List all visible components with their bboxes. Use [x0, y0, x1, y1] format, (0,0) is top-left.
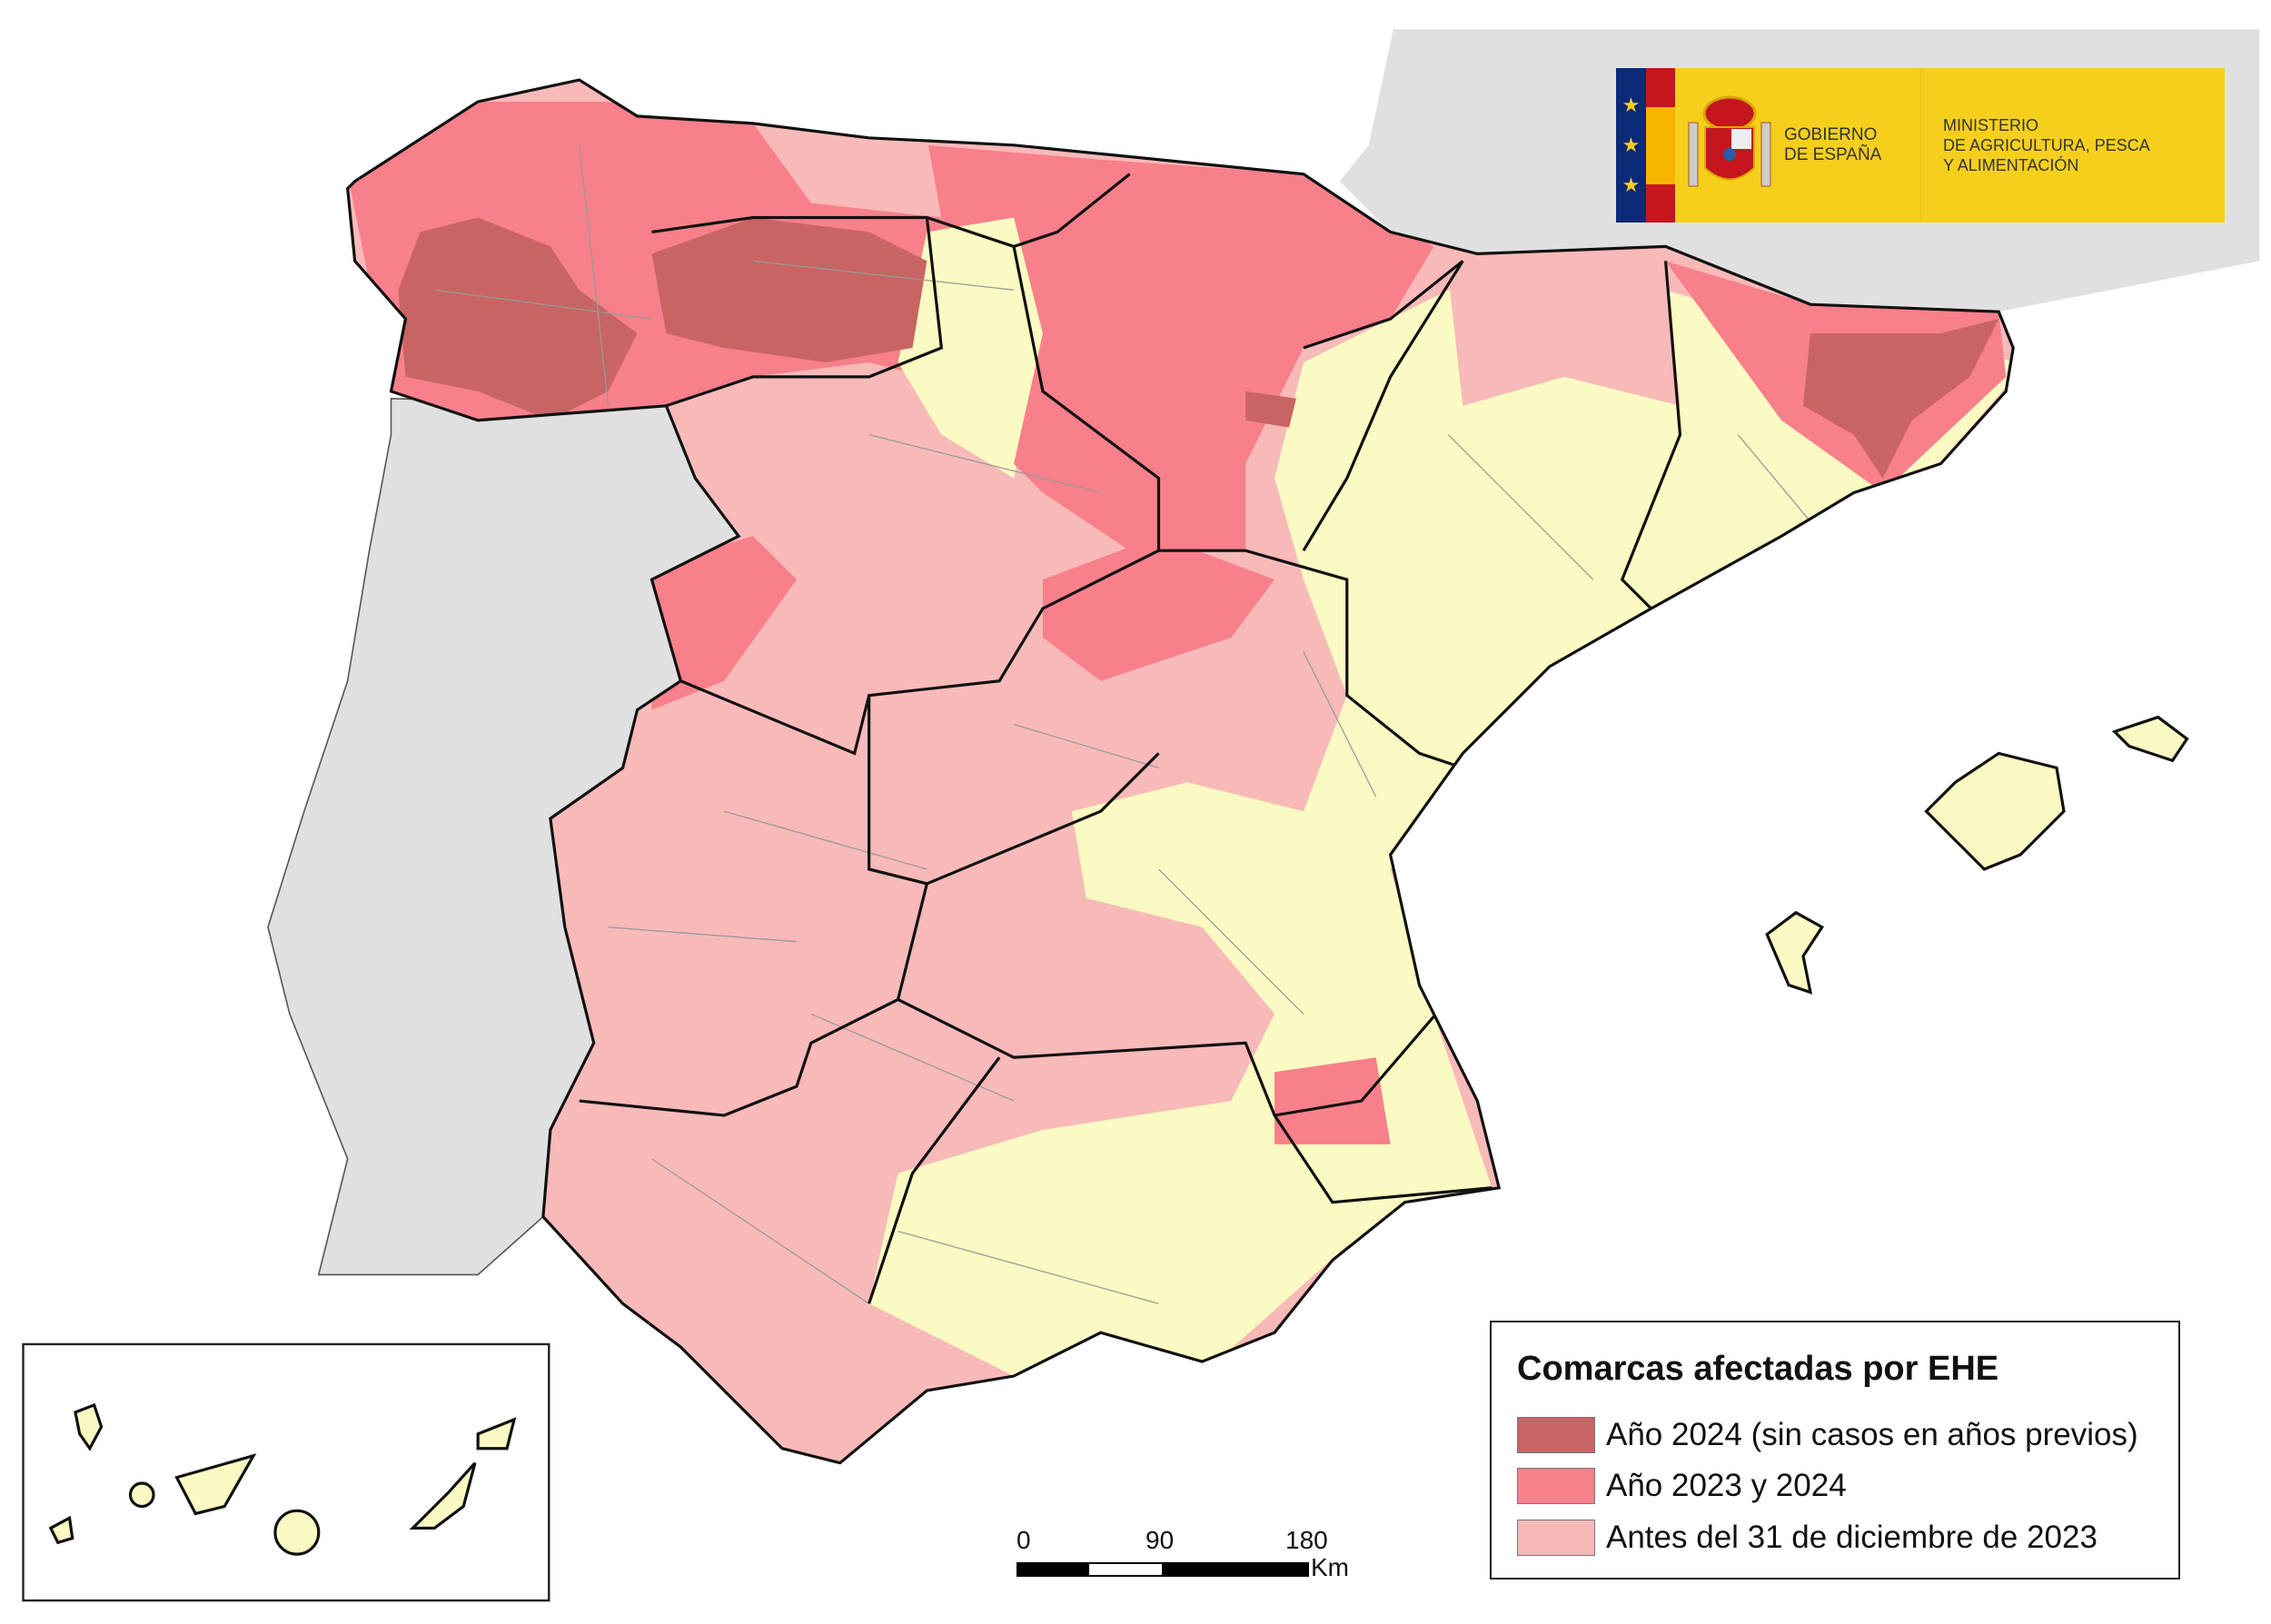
legend-swatch: [1517, 1417, 1595, 1453]
government-line: GOBIERNO: [1784, 125, 1878, 144]
government-name: GOBIERNO DE ESPAÑA: [1784, 68, 1921, 223]
region-2024-catalonia: [1803, 319, 1999, 479]
legend-swatch: [1517, 1520, 1595, 1556]
region-before-north: [753, 123, 942, 218]
scale-label: 180: [1285, 1526, 1328, 1554]
ministry-line: Y ALIMENTACIÓN: [1943, 156, 2079, 174]
legend-title: Comarcas afectadas por EHE: [1517, 1350, 1999, 1388]
region-before-2023-catalonia: [1448, 261, 1681, 406]
region-2023-2024-west: [651, 536, 797, 710]
balearic-islands: [1765, 715, 2189, 995]
spain-flag-icon: [1646, 68, 1675, 223]
spain-outline: [345, 78, 2015, 1465]
scale-label: 90: [1145, 1526, 1175, 1554]
scale-unit: Km: [1311, 1553, 1349, 1581]
region-2023-2024-south: [1274, 1057, 1391, 1144]
scale-bar-black: [1016, 1562, 1309, 1577]
region-2024-leon: [651, 217, 927, 362]
region-2024-galicia: [398, 217, 638, 421]
comarca-boundaries: [434, 144, 1811, 1304]
inset-frame: [22, 1342, 550, 1602]
legend-swatch: [1517, 1468, 1595, 1504]
map-legend: Comarcas afectadas por EHE Año 2024 (sin…: [1490, 1321, 2180, 1579]
ministry-line: MINISTERIO: [1943, 116, 2039, 134]
coat-of-arms-icon: [1675, 68, 1784, 223]
ministry-line: DE AGRICULTURA, PESCA: [1943, 136, 2150, 154]
ministry-name: MINISTERIO DE AGRICULTURA, PESCA Y ALIME…: [1921, 68, 2225, 223]
region-2024-navarra: [1245, 391, 1296, 428]
canary-islands-inset: [22, 1342, 550, 1602]
region-boundaries: [549, 173, 1682, 1304]
government-line: DE ESPAÑA: [1784, 145, 1882, 164]
legend-label: Año 2024 (sin casos en años previos): [1606, 1417, 2138, 1452]
scale-label: 0: [1016, 1526, 1031, 1554]
eu-stars-icon: ★ ★ ★: [1616, 68, 1646, 223]
legend-label: Antes del 31 de diciembre de 2023: [1606, 1520, 2097, 1555]
menorca: [2111, 715, 2189, 763]
ibiza: [1765, 910, 1825, 995]
legend-label: Año 2023 y 2024: [1606, 1468, 1847, 1503]
legend-item: Año 2023 y 2024: [1517, 1468, 1847, 1504]
government-logo: ★ ★ ★ GOBIERNO DE ESPAÑA MINISTERIO DE AGR…: [1616, 68, 2225, 223]
scale-bar-white: [1089, 1564, 1162, 1575]
region-2023-2024-center: [1042, 536, 1275, 681]
legend-item: Año 2024 (sin casos en años previos): [1517, 1417, 2138, 1453]
legend-item: Antes del 31 de diciembre de 2023: [1517, 1520, 2097, 1556]
mallorca: [1924, 751, 2066, 871]
